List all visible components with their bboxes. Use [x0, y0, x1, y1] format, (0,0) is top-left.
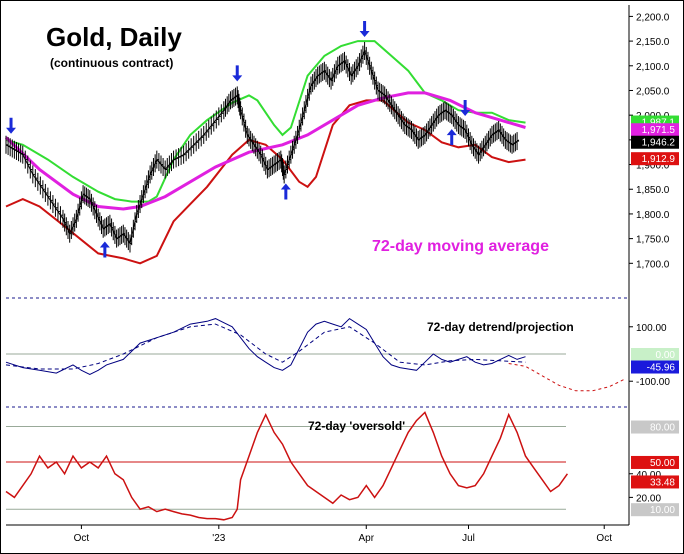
arrow-up-icon [99, 241, 110, 258]
grid-layer [6, 297, 629, 510]
value-label: -45.96 [647, 363, 676, 374]
oversold-line [5, 411, 569, 521]
x-tick-label: Jul [462, 533, 475, 544]
detrend-annotation: 72-day detrend/projection [427, 320, 574, 334]
projection-line [508, 363, 627, 392]
smoothed-detrend-line [5, 323, 526, 370]
oversold-annotation: 72-day 'oversold' [308, 419, 405, 433]
value-label-box [631, 475, 679, 489]
detrend-line [5, 317, 526, 375]
x-tick-label: Oct [596, 533, 612, 544]
series-layer [4, 20, 627, 521]
value-labels-layer: 1,987.11,971.5 1,946.2 1,912.9 0.00 -45.96 80… [631, 115, 679, 517]
arrow-down-icon [232, 65, 243, 82]
value-label: 0.00 [656, 350, 676, 361]
y-tick-label: 20.00 [636, 493, 661, 504]
value-label-box [631, 348, 679, 361]
y-tick-label: 1,700.0 [636, 259, 670, 270]
y-tick-label: 1,850.0 [636, 185, 670, 196]
value-label: 1,946.2 [642, 138, 676, 149]
value-label-box [631, 152, 679, 166]
x-tick-label: '23 [212, 533, 225, 544]
y-tick-label: 1,800.0 [636, 210, 670, 221]
value-label-box [631, 135, 679, 149]
y-tick-label: 2,200.0 [636, 12, 670, 23]
y-tick-label: -100.00 [636, 377, 670, 388]
value-label-box [631, 360, 679, 374]
y-tick-label: 2,050.0 [636, 86, 670, 97]
arrow-up-icon [446, 129, 457, 146]
y-tick-label: 100.00 [636, 323, 667, 334]
value-label: 10.00 [650, 505, 675, 516]
value-label-box [631, 503, 679, 517]
x-tick-label: Apr [358, 533, 374, 544]
value-label-box [631, 123, 679, 137]
y-tick-label: 1,900.0 [636, 161, 670, 172]
y-tick-label: 1,750.0 [636, 235, 670, 246]
value-label: 80.00 [650, 423, 675, 434]
value-label-box [631, 455, 679, 469]
value-label: 1,971.5 [642, 125, 676, 136]
y-tick-label: 40.00 [636, 470, 661, 481]
value-label-box [631, 420, 679, 434]
value-label: 1,987.1 [642, 118, 676, 129]
value-label: 1,912.9 [642, 154, 676, 165]
price-annotation: 72-day moving average [372, 238, 549, 255]
lower-band-line [5, 99, 526, 265]
chart-title: Gold, Daily [46, 22, 182, 52]
arrow-down-icon [359, 20, 370, 37]
arrow-up-icon [280, 183, 291, 200]
arrow-down-icon [460, 99, 471, 116]
arrow-down-icon [6, 117, 17, 134]
y-tick-label: 2,100.0 [636, 62, 670, 73]
value-label: 50.00 [650, 458, 675, 469]
x-tick-label: Oct [74, 533, 90, 544]
value-label: 33.48 [650, 477, 675, 488]
upper-band-line [5, 40, 526, 203]
moving-average-line [4, 91, 526, 211]
chart-subtitle: (continuous contract) [50, 56, 173, 70]
y-tick-label: 2,150.0 [636, 37, 670, 48]
